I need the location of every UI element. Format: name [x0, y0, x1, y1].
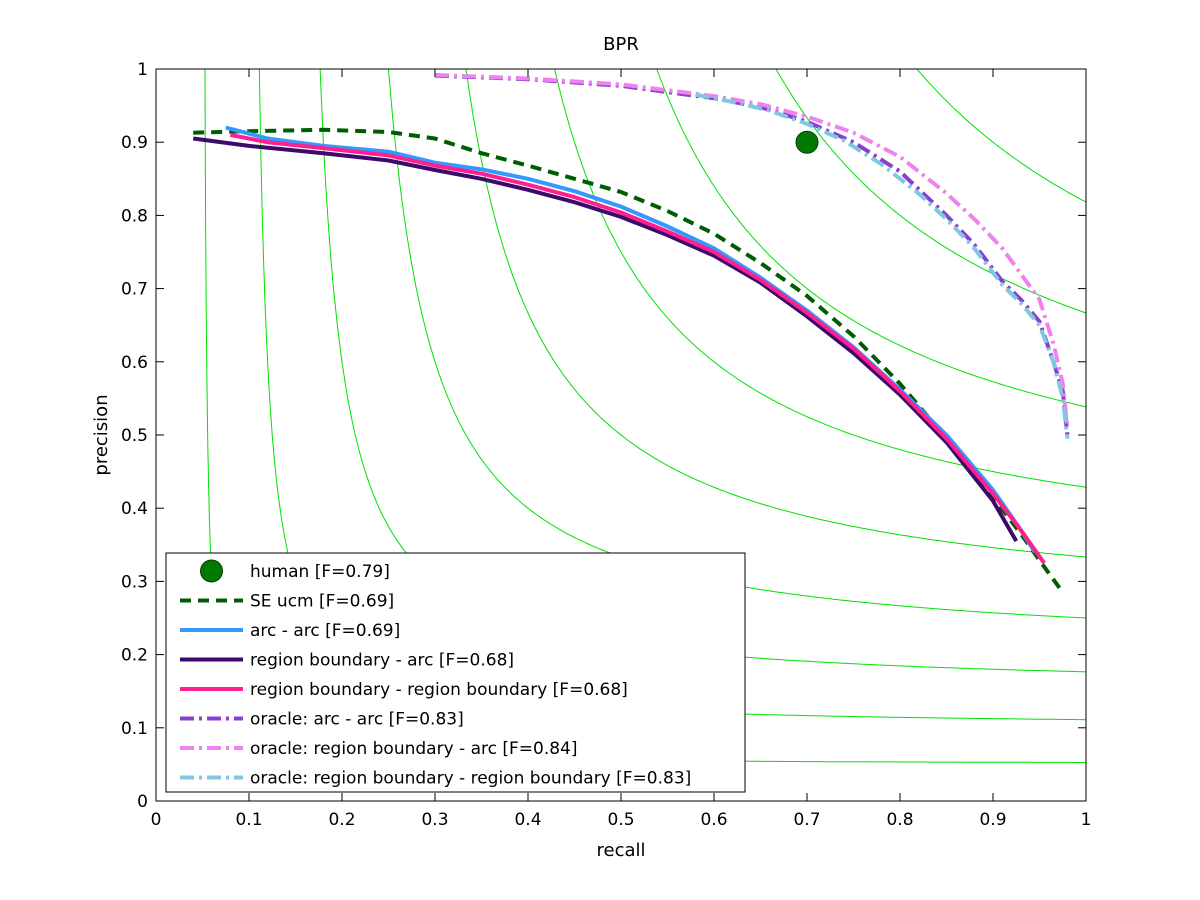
legend-label: oracle: region boundary - region boundar… [250, 769, 691, 789]
x-tick-label: 0.4 [514, 810, 541, 830]
y-tick-label: 0.5 [121, 426, 148, 446]
series-line [230, 132, 1046, 565]
chart-title: BPR [603, 34, 639, 55]
x-tick-label: 1 [1081, 810, 1092, 830]
x-tick-label: 0.6 [700, 810, 727, 830]
y-tick-label: 0.3 [121, 572, 148, 592]
series-line [695, 92, 1070, 439]
axis-ticks: 0 0.1 0.2 0.3 0.4 0.5 0.6 0.7 0.8 0.9 1 0 0.1 0.2 0.3 0… [121, 60, 1091, 830]
y-tick-label: 0.7 [121, 280, 148, 300]
legend-label: human [F=0.79] [250, 562, 390, 582]
series-line [193, 127, 1065, 594]
y-tick-label: 0 [137, 792, 148, 812]
x-tick-label: 0.5 [607, 810, 634, 830]
y-tick-label: 0.9 [121, 133, 148, 153]
y-tick-label: 0.4 [121, 499, 148, 519]
legend-label: region boundary - region boundary [F=0.6… [250, 680, 628, 700]
series-line [434, 72, 1070, 428]
y-tick-label: 1 [137, 60, 148, 80]
legend-label: oracle: arc - arc [F=0.83] [250, 710, 464, 730]
legend-label: arc - arc [F=0.69] [250, 621, 400, 641]
x-tick-label: 0.1 [235, 810, 262, 830]
legend-label: region boundary - arc [F=0.68] [250, 651, 514, 671]
legend-label: SE ucm [F=0.69] [250, 592, 394, 612]
series-layer [192, 72, 1070, 594]
y-tick-label: 0.2 [121, 646, 148, 666]
y-tick-label: 0.8 [121, 206, 148, 226]
legend-label: oracle: region boundary - arc [F=0.84] [250, 739, 578, 759]
x-axis-label: recall [596, 840, 645, 861]
y-tick-label: 0.6 [121, 353, 148, 373]
legend-swatch-human [200, 559, 223, 583]
y-tick-label: 0.1 [121, 719, 148, 739]
iso-f-curve [465, 69, 1086, 558]
x-tick-label: 0 [151, 810, 162, 830]
series-line [225, 125, 1037, 554]
legend-box [165, 552, 746, 793]
x-tick-label: 0.8 [886, 810, 913, 830]
x-tick-label: 0.2 [328, 810, 355, 830]
human-layer [795, 130, 819, 154]
human-marker [795, 130, 819, 154]
iso-f-curve [656, 69, 1086, 408]
legend: human [F=0.79] SE ucm [F=0.69] arc - arc [… [165, 552, 746, 793]
x-tick-label: 0.7 [793, 810, 820, 830]
iso-f-curve [775, 69, 1086, 314]
x-tick-label: 0.9 [979, 810, 1006, 830]
y-axis-label: precision [91, 394, 112, 475]
iso-f-curve [916, 69, 1086, 203]
series-line [192, 136, 1019, 543]
iso-f-curve [554, 69, 1086, 488]
x-tick-label: 0.3 [421, 810, 448, 830]
